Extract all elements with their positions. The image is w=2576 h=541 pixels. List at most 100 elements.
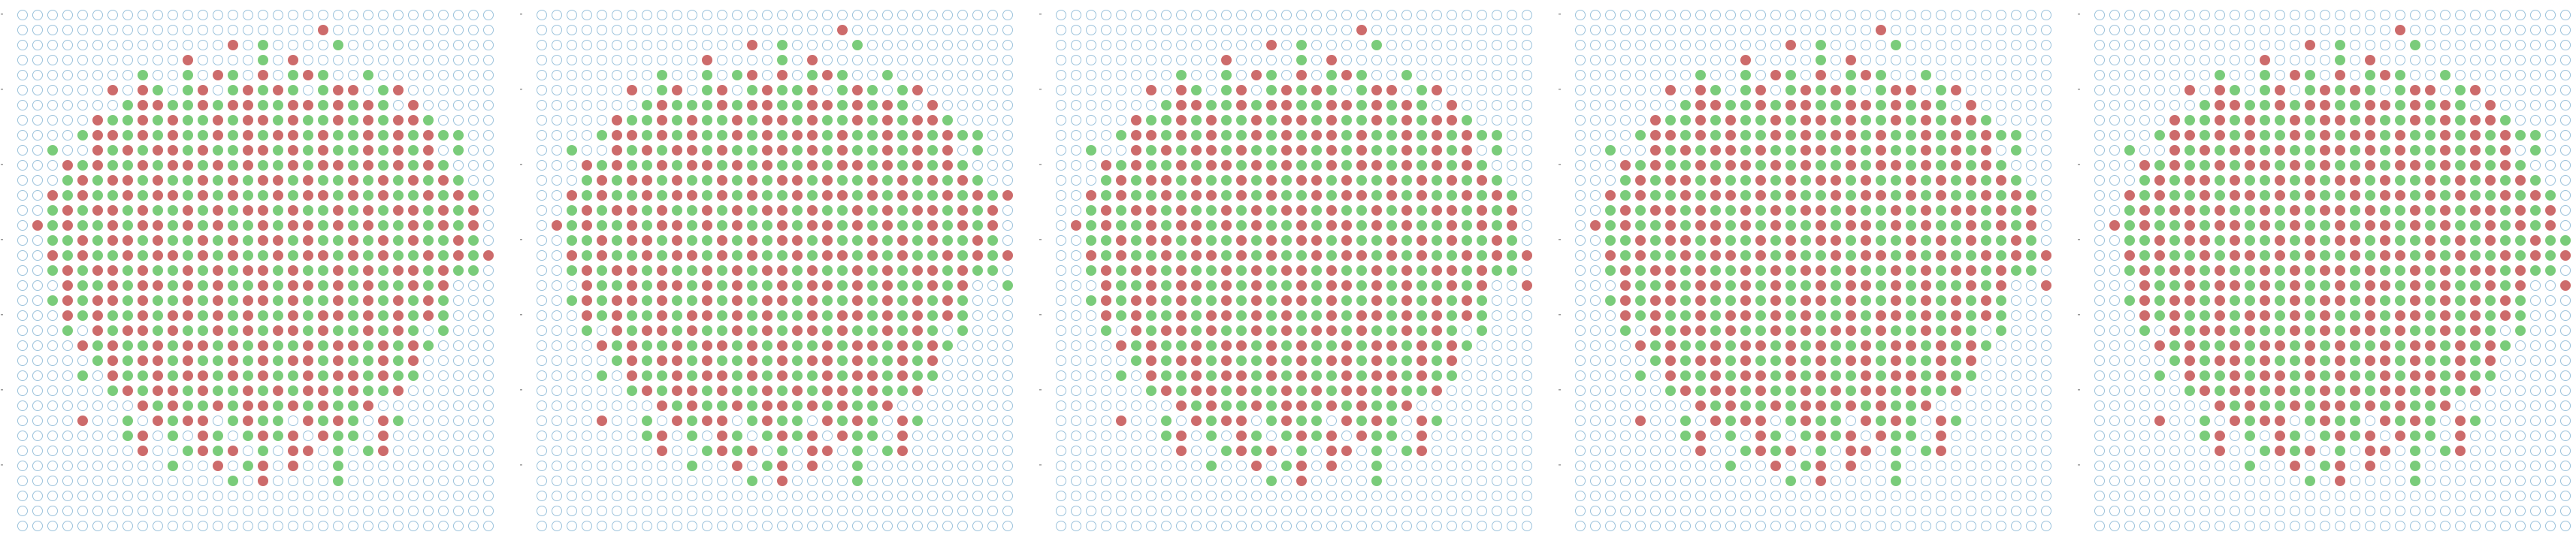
empty-cell [612,100,622,110]
empty-cell [2026,40,2036,50]
red-cell [1341,190,1352,201]
red-cell [1846,461,1856,471]
empty-cell [1522,175,1532,186]
empty-cell [1620,115,1631,125]
empty-cell [47,175,58,186]
green-cell [1356,280,1367,291]
empty-cell [2041,85,2051,95]
empty-cell [1056,85,1066,95]
empty-cell [1831,461,1841,471]
empty-cell [1056,280,1066,291]
green-cell [2260,145,2270,156]
red-cell [333,340,343,351]
empty-cell [17,55,28,65]
red-cell [1785,190,1796,201]
empty-cell [1981,416,1991,426]
red-cell [1251,310,1262,321]
green-cell [1311,295,1322,306]
green-cell [1755,355,1766,366]
empty-cell [2011,400,2021,411]
empty-cell [1146,491,1156,501]
empty-cell [987,40,998,50]
green-cell [62,235,73,246]
axis-tick [1,14,3,15]
green-cell [627,250,637,261]
green-cell [1936,115,1946,125]
empty-cell [1605,55,1616,65]
empty-cell [153,70,163,80]
green-cell [822,400,833,411]
empty-cell [228,521,238,531]
empty-cell [567,446,577,456]
empty-cell [483,476,494,486]
green-cell [657,370,667,381]
empty-cell [1056,521,1066,531]
green-cell [942,115,953,125]
green-cell [1432,175,1442,186]
empty-cell [552,370,562,381]
green-cell [687,175,697,186]
green-cell [1281,340,1292,351]
red-cell [717,250,727,261]
empty-cell [582,145,592,156]
empty-cell [348,446,358,456]
red-cell [213,295,223,306]
empty-cell [1665,100,1676,110]
empty-cell [1071,385,1081,396]
empty-cell [1447,491,1457,501]
red-cell [288,55,298,65]
red-cell [702,205,712,216]
empty-cell [1680,25,1691,35]
red-cell [1605,250,1616,261]
red-cell [822,220,833,231]
empty-cell [1846,506,1856,516]
empty-cell [107,476,118,486]
empty-cell [987,130,998,141]
green-cell [1386,325,1397,336]
red-cell [1710,340,1721,351]
empty-cell [378,400,389,411]
empty-cell [1131,491,1141,501]
empty-cell [423,355,434,366]
green-cell [687,235,697,246]
empty-cell [1861,25,1871,35]
empty-cell [1966,461,1976,471]
green-cell [213,340,223,351]
red-cell [2365,100,2375,110]
red-cell [807,295,818,306]
empty-cell [1725,70,1736,80]
green-cell [1266,160,1277,171]
green-cell [1921,235,1931,246]
red-cell [1966,100,1976,110]
empty-cell [378,55,389,65]
green-cell [867,205,878,216]
red-cell [408,100,419,110]
empty-cell [867,55,878,65]
empty-cell [228,491,238,501]
red-cell [122,250,133,261]
empty-cell [1477,40,1487,50]
red-cell [942,295,953,306]
green-cell [1146,325,1156,336]
red-cell [1371,416,1382,426]
green-cell [77,205,88,216]
empty-cell [2094,25,2105,35]
red-cell [1131,160,1141,171]
green-cell [122,100,133,110]
empty-cell [32,130,43,141]
empty-cell [552,265,562,276]
empty-cell [2041,160,2051,171]
green-cell [672,400,682,411]
empty-cell [927,476,938,486]
green-cell [468,235,479,246]
empty-cell [1221,461,1232,471]
red-cell [1846,55,1856,65]
red-cell [2215,85,2225,95]
red-cell [1861,70,1871,80]
empty-cell [258,25,268,35]
green-cell [1755,130,1766,141]
empty-cell [552,400,562,411]
empty-cell [468,521,479,531]
green-cell [1296,310,1307,321]
